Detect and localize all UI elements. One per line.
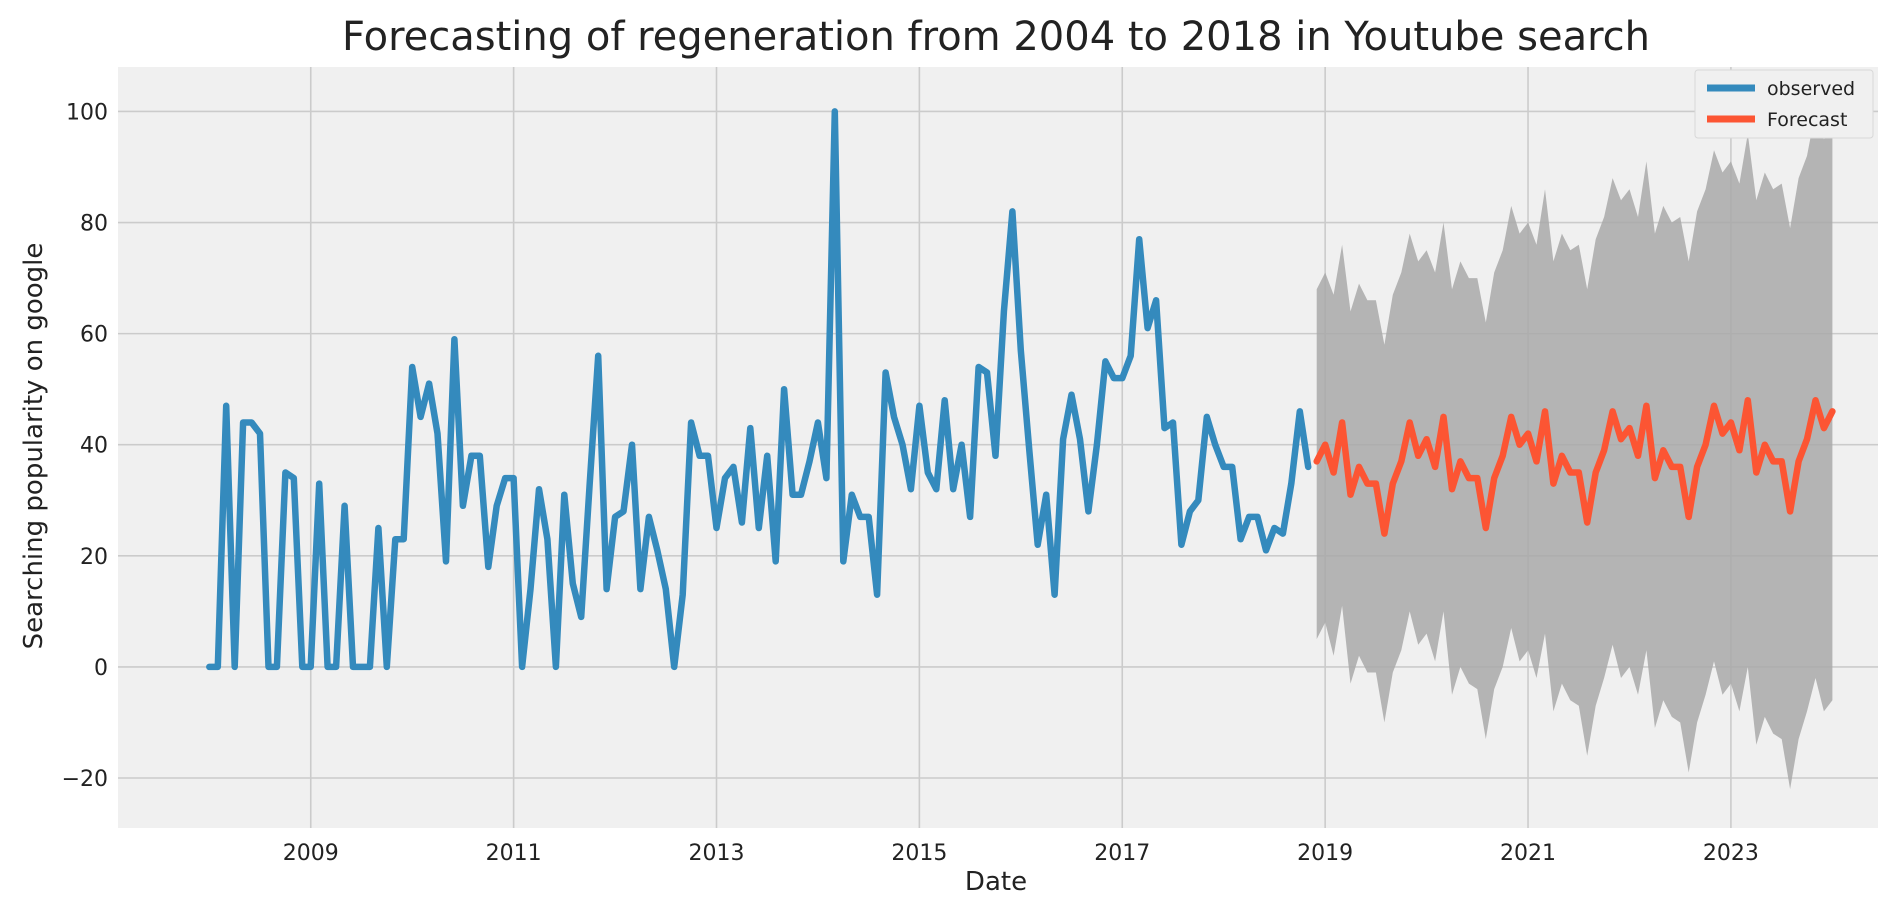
y-tick-label: 40 bbox=[80, 434, 108, 459]
forecast-line bbox=[1313, 397, 1836, 537]
x-tick-label: 2023 bbox=[1703, 841, 1759, 866]
y-axis-label: Searching popularity on google bbox=[19, 243, 49, 650]
legend: observed Forecast bbox=[1694, 69, 1874, 139]
x-tick-label: 2019 bbox=[1297, 841, 1353, 866]
y-tick-label: 20 bbox=[80, 545, 108, 570]
observed-line bbox=[206, 108, 1312, 671]
series-lines bbox=[206, 108, 1836, 671]
y-tick-label: 60 bbox=[80, 323, 108, 348]
x-tick-label: 2009 bbox=[283, 841, 339, 866]
x-tick-label: 2011 bbox=[486, 841, 542, 866]
y-tick-label: 80 bbox=[80, 212, 108, 237]
y-tick-label: −20 bbox=[62, 767, 108, 792]
chart-title: Forecasting of regeneration from 2004 to… bbox=[342, 14, 1650, 60]
x-tick-label: 2015 bbox=[891, 841, 947, 866]
tick-labels: 2009 2011 2013 2015 2017 2019 2021 2023 −20 0 20 40… bbox=[62, 100, 1759, 866]
y-tick-label: 100 bbox=[66, 100, 108, 125]
legend-label-forecast: Forecast bbox=[1767, 109, 1847, 131]
y-tick-label: 0 bbox=[94, 656, 108, 681]
confidence-band-layer bbox=[1316, 111, 1833, 790]
x-tick-label: 2021 bbox=[1500, 841, 1556, 866]
legend-label-observed: observed bbox=[1767, 78, 1855, 100]
x-axis-label: Date bbox=[965, 867, 1027, 897]
confidence-band bbox=[1316, 111, 1833, 790]
x-tick-label: 2013 bbox=[689, 841, 745, 866]
x-tick-label: 2017 bbox=[1094, 841, 1150, 866]
